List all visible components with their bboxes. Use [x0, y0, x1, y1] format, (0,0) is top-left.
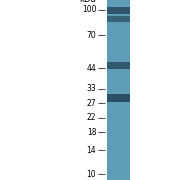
Text: 14: 14	[87, 146, 96, 155]
Text: 44: 44	[87, 64, 96, 73]
Text: 100: 100	[82, 5, 96, 14]
Text: kDa: kDa	[79, 0, 96, 4]
Text: 27: 27	[87, 99, 96, 108]
Text: 10: 10	[87, 170, 96, 179]
Text: 70: 70	[87, 31, 96, 40]
Text: 22: 22	[87, 113, 96, 122]
Text: 33: 33	[87, 84, 96, 93]
Text: 18: 18	[87, 128, 96, 137]
